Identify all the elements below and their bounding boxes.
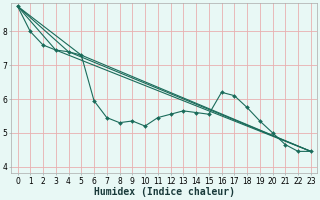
X-axis label: Humidex (Indice chaleur): Humidex (Indice chaleur) xyxy=(94,187,235,197)
